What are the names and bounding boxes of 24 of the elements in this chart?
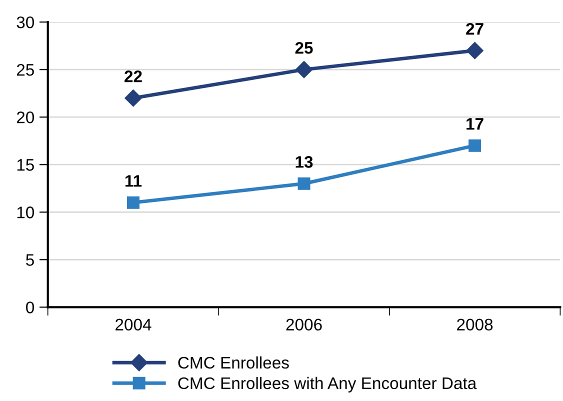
point xyxy=(295,61,313,78)
y-tick-label: 25 xyxy=(16,64,34,76)
data-label: 27 xyxy=(466,22,484,35)
data-label: 17 xyxy=(466,118,484,130)
data-label: 25 xyxy=(295,42,313,54)
legend-label: CMC Enrollees with Any Encounter Data xyxy=(178,376,477,392)
point xyxy=(126,196,140,209)
x-tick-label: 2006 xyxy=(286,318,322,331)
y-tick-label: 15 xyxy=(17,159,34,171)
data-label: 11 xyxy=(125,175,142,187)
point xyxy=(298,177,310,190)
data-label: 22 xyxy=(124,70,142,82)
point xyxy=(466,42,484,60)
data-label: 13 xyxy=(296,156,313,168)
x-tick-label: 2008 xyxy=(457,318,493,331)
y-tick-label: 0 xyxy=(26,302,34,314)
x-tick-label: 2004 xyxy=(116,318,152,331)
y-tick-label: 10 xyxy=(17,206,34,218)
y-tick-label: 30 xyxy=(16,16,34,28)
point xyxy=(468,139,482,152)
y-tick-label: 5 xyxy=(26,254,34,266)
y-tick-label: 20 xyxy=(16,111,34,124)
legend-label: CMC Enrollees xyxy=(178,356,289,369)
point xyxy=(124,90,142,107)
